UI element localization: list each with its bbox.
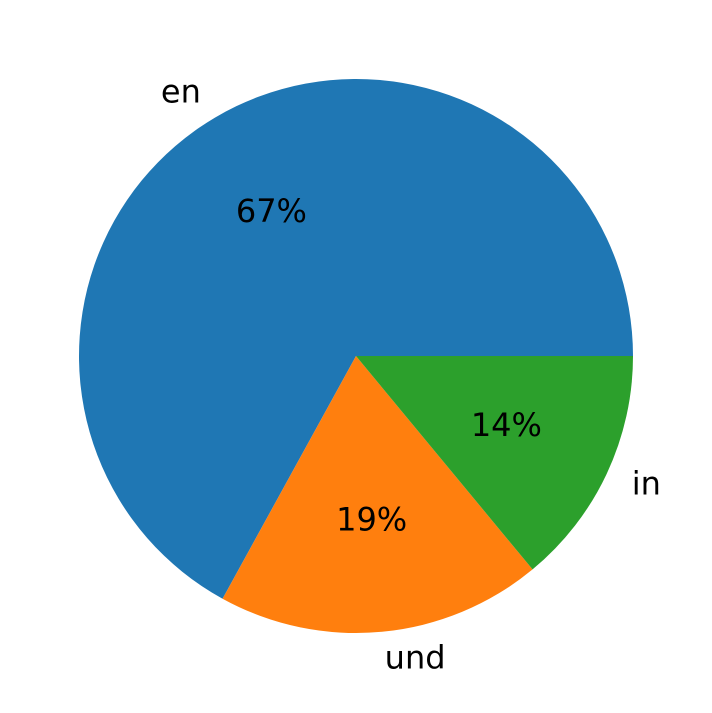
pie-slice xyxy=(222,356,533,633)
slice-label: und xyxy=(385,638,446,676)
pie-slice xyxy=(78,79,634,599)
value-label: 14% xyxy=(471,406,542,444)
value-label: 67% xyxy=(236,192,307,230)
slice-label: in xyxy=(632,465,661,503)
slice-label: en xyxy=(161,73,201,111)
value-label: 19% xyxy=(336,500,407,538)
pie-slice xyxy=(356,356,633,570)
